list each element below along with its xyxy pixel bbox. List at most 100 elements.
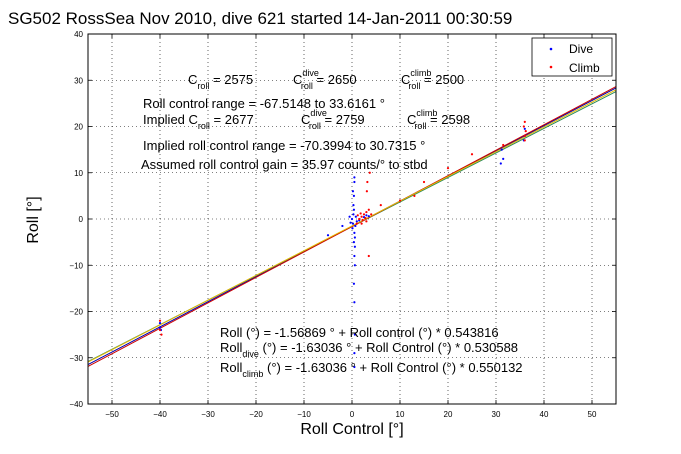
y-tick-label: 10 <box>74 169 83 178</box>
point-dive <box>158 321 162 325</box>
point-dive <box>352 208 356 211</box>
x-tick-label: 0 <box>350 410 355 419</box>
point-dive <box>352 194 356 197</box>
y-tick-label: −30 <box>69 354 83 363</box>
y-tick-label: 20 <box>74 123 83 132</box>
annotation-gain: Assumed roll control gain = 35.97 counts… <box>141 157 428 172</box>
point-climb <box>368 171 371 174</box>
point-dive <box>353 231 356 234</box>
y-tick-label: 0 <box>79 215 84 224</box>
point-climb <box>523 134 526 137</box>
point-dive <box>351 190 355 193</box>
point-climb <box>522 125 525 128</box>
point-dive <box>353 352 356 355</box>
point-climb <box>367 254 370 258</box>
point-climb <box>367 208 370 211</box>
point-dive <box>353 180 356 184</box>
y-axis-label: Roll [°] <box>25 196 42 243</box>
point-climb <box>502 143 505 147</box>
y-tick-label: 30 <box>74 76 83 85</box>
point-climb <box>364 216 367 220</box>
point-dive <box>353 333 356 336</box>
x-tick-label: −40 <box>153 410 167 419</box>
data-points <box>158 120 527 369</box>
point-climb <box>160 333 163 336</box>
point-dive <box>352 213 355 216</box>
point-climb <box>365 190 368 193</box>
fit-lines <box>87 86 617 367</box>
x-tick-label: 50 <box>588 410 597 419</box>
point-dive <box>353 264 356 267</box>
point-climb <box>358 217 361 221</box>
point-dive <box>353 254 356 258</box>
point-climb <box>359 212 362 215</box>
annotation-implied: Implied Croll = 2677 <box>143 112 254 131</box>
x-tick-label: 10 <box>396 410 405 419</box>
point-dive <box>365 214 368 217</box>
annotation-implied-range: Implied roll control range = -70.3994 to… <box>143 138 425 153</box>
point-dive <box>353 236 356 239</box>
annotations: Croll = 2575 Cdive roll = 2650 Cclimb roll… <box>141 68 523 379</box>
annotation-fit-overall: Roll (°) = -1.56869 ° + Roll control (°)… <box>220 325 499 340</box>
point-dive <box>353 365 356 369</box>
legend: Dive Climb <box>531 37 613 77</box>
point-climb <box>360 222 363 225</box>
point-dive <box>353 245 356 248</box>
legend-box <box>531 37 613 77</box>
point-dive <box>499 162 502 165</box>
annotation-implied-dive: Cdive roll = 2759 <box>301 108 365 131</box>
x-tick-label: −30 <box>201 410 215 419</box>
y-tick-label: −40 <box>69 400 83 409</box>
fit-line <box>87 89 617 363</box>
point-dive <box>352 241 356 244</box>
point-dive <box>349 221 352 224</box>
x-tick-label: −20 <box>249 410 263 419</box>
point-dive <box>341 224 344 228</box>
point-climb <box>413 194 416 197</box>
x-axis-label: Roll Control [°] <box>300 421 403 438</box>
annotation-cdive: Cdive roll = 2650 <box>293 68 357 91</box>
y-tick-label: 40 <box>74 30 83 39</box>
point-dive <box>500 148 503 151</box>
y-tick-label: −20 <box>69 308 83 317</box>
point-dive <box>354 215 357 218</box>
point-climb <box>398 199 402 202</box>
annotation-range: Roll control range = -67.5148 to 33.6161… <box>143 96 385 111</box>
point-dive <box>523 127 526 130</box>
point-dive <box>354 224 357 228</box>
y-tick-label: −10 <box>69 261 83 270</box>
point-climb <box>379 204 382 207</box>
point-dive <box>158 326 162 329</box>
legend-label-dive: Dive <box>569 42 593 56</box>
point-climb <box>356 214 359 217</box>
point-climb <box>422 180 426 184</box>
point-climb <box>158 319 162 322</box>
annotation-implied-climb: Cclimb roll = 2598 <box>407 108 470 131</box>
point-dive <box>353 301 356 304</box>
legend-marker-dive <box>549 47 553 51</box>
point-climb <box>360 215 363 218</box>
point-dive <box>326 234 330 237</box>
point-dive <box>348 215 351 218</box>
point-climb <box>523 139 526 142</box>
point-dive <box>351 227 354 230</box>
x-tick-label: 20 <box>444 410 453 419</box>
point-dive <box>350 217 354 221</box>
x-tick-label: 40 <box>540 410 549 419</box>
x-tick-label: −50 <box>105 410 119 419</box>
point-climb <box>361 218 364 222</box>
point-climb <box>365 210 368 214</box>
chart-title: SG502 RossSea Nov 2010, dive 621 started… <box>8 9 512 28</box>
annotation-fit-dive: Rolldive (°) = -1.63036 ° + Roll Control… <box>220 340 518 359</box>
fit-line <box>87 86 617 367</box>
point-dive <box>351 222 355 225</box>
point-dive <box>353 176 356 179</box>
x-tick-label: −10 <box>297 410 311 419</box>
legend-marker-climb <box>549 65 553 69</box>
point-climb <box>366 180 369 184</box>
point-dive <box>367 215 370 218</box>
point-climb <box>370 213 373 216</box>
point-climb <box>446 167 450 170</box>
point-dive <box>352 204 355 207</box>
